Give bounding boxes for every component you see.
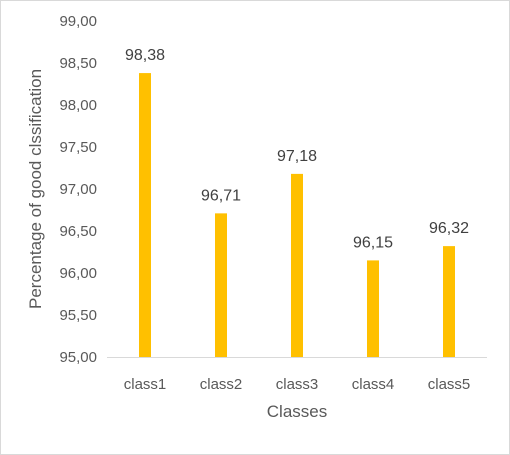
x-axis-title: Classes bbox=[267, 402, 327, 421]
y-tick-label: 95,50 bbox=[59, 307, 97, 324]
data-label-class3: 97,18 bbox=[277, 148, 317, 165]
x-tick-label-class1: class1 bbox=[124, 376, 167, 393]
y-tick-label: 98,00 bbox=[59, 97, 97, 114]
x-tick-label-class2: class2 bbox=[200, 376, 243, 393]
bar-class2 bbox=[215, 213, 227, 357]
bar-class5 bbox=[443, 246, 455, 357]
x-tick-label-class5: class5 bbox=[428, 376, 471, 393]
bar-class1 bbox=[139, 73, 151, 357]
data-label-class2: 96,71 bbox=[201, 187, 241, 204]
y-axis-title: Percentage of good clssification bbox=[26, 69, 45, 309]
x-tick-label-class3: class3 bbox=[276, 376, 319, 393]
y-tick-label: 96,00 bbox=[59, 265, 97, 282]
x-axis-ticks: class1 class2 class3 class4 class5 bbox=[124, 376, 471, 393]
y-tick-label: 98,50 bbox=[59, 55, 97, 72]
data-label-class1: 98,38 bbox=[125, 47, 165, 64]
y-tick-label: 99,00 bbox=[59, 13, 97, 30]
y-tick-label: 95,00 bbox=[59, 349, 97, 366]
x-tick-label-class4: class4 bbox=[352, 376, 395, 393]
data-label-class5: 96,32 bbox=[429, 220, 469, 237]
y-axis-ticks: 95,00 95,50 96,00 96,50 97,00 97,50 98,00 98,50… bbox=[59, 13, 97, 366]
bars bbox=[139, 73, 455, 357]
bar-class4 bbox=[367, 260, 379, 357]
data-label-class4: 96,15 bbox=[353, 234, 393, 251]
bar-class3 bbox=[291, 173, 303, 357]
y-tick-label: 97,50 bbox=[59, 139, 97, 156]
data-labels: 98,38 96,71 97,18 96,15 96,32 bbox=[125, 47, 469, 251]
y-tick-label: 96,50 bbox=[59, 223, 97, 240]
y-tick-label: 97,00 bbox=[59, 181, 97, 198]
